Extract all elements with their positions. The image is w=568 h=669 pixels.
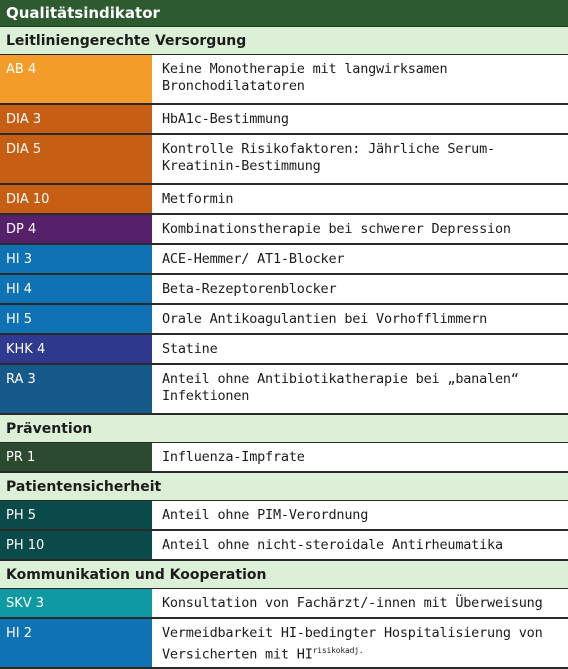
indicator-description: Metformin [162,191,234,207]
section-title-kommunikation: Kommunikation und Kooperation [0,561,568,589]
indicator-code: HI 2 [0,619,152,667]
indicator-description: Anteil ohne PIM-Verordnung [162,507,369,523]
indicator-code: DIA 10 [0,185,152,213]
indicator-code: KHK 4 [0,335,152,363]
table-row: HI 3 ACE-Hemmer/ AT1-Blocker [0,245,568,275]
section-title-leitlinien: Leitliniengerechte Versorgung [0,27,568,55]
section-title-patientensicherheit: Patientensicherheit [0,473,568,501]
table-row: PR 1 Influenza-Impfrate [0,443,568,473]
indicator-code: HI 5 [0,305,152,333]
indicator-code: DIA 5 [0,135,152,183]
table-row: KHK 4 Statine [0,335,568,365]
table-row: PH 10 Anteil ohne nicht-steroidale Antir… [0,531,568,561]
indicator-description: Influenza-Impfrate [162,449,305,465]
table-row: DP 4 Kombinationstherapie bei schwerer D… [0,215,568,245]
table-row: AB 4 Keine Monotherapie mit langwirksame… [0,55,568,105]
indicator-code: DP 4 [0,215,152,243]
indicator-description: Orale Antikoagulantien bei Vorhofflimmer… [162,311,488,327]
indicator-code: RA 3 [0,365,152,413]
indicator-description: Anteil ohne nicht-steroidale Antirheumat… [162,537,503,553]
table-row: PH 5 Anteil ohne PIM-Verordnung [0,501,568,531]
indicator-code: AB 4 [0,55,152,103]
indicator-code: SKV 3 [0,589,152,617]
table-header: Qualitätsindikator [0,0,568,27]
indicator-code: HI 4 [0,275,152,303]
table-row: HI 4 Beta-Rezeptorenblocker [0,275,568,305]
indicator-code: HI 3 [0,245,152,273]
indicator-description-text: Vermeidbarkeit HI-bedingter Hospitalisie… [162,625,543,663]
indicator-description: Kombinationstherapie bei schwerer Depres… [162,221,511,237]
indicator-description: Anteil ohne Antibiotikatherapie bei „ban… [162,371,519,404]
section-title-praevention: Prävention [0,415,568,443]
table-row: HI 5 Orale Antikoagulantien bei Vorhoffl… [0,305,568,335]
table-row: RA 3 Anteil ohne Antibiotikatherapie bei… [0,365,568,415]
indicator-code: PR 1 [0,443,152,471]
indicator-code: DIA 3 [0,105,152,133]
superscript-note: risikokadj. [312,646,364,655]
indicator-code: PH 10 [0,531,152,559]
indicator-description: ACE-Hemmer/ AT1-Blocker [162,251,345,267]
table-row: DIA 5 Kontrolle Risikofaktoren: Jährlich… [0,135,568,185]
indicator-description: Keine Monotherapie mit langwirksamen Bro… [162,61,448,94]
indicator-description: Statine [162,341,218,357]
table-row: DIA 10 Metformin [0,185,568,215]
indicator-description: HbA1c-Bestimmung [162,111,289,127]
table-row: SKV 3 Konsultation von Fachärzt/-innen m… [0,589,568,619]
indicator-description: Kontrolle Risikofaktoren: Jährliche Seru… [162,141,495,174]
indicator-description: Vermeidbarkeit HI-bedingter Hospitalisie… [152,619,568,667]
table-row: HI 2 Vermeidbarkeit HI-bedingter Hospita… [0,619,568,669]
indicator-description: Konsultation von Fachärzt/-innen mit Übe… [162,595,543,611]
indicator-description: Beta-Rezeptorenblocker [162,281,337,297]
indicator-code: PH 5 [0,501,152,529]
table-row: DIA 3 HbA1c-Bestimmung [0,105,568,135]
